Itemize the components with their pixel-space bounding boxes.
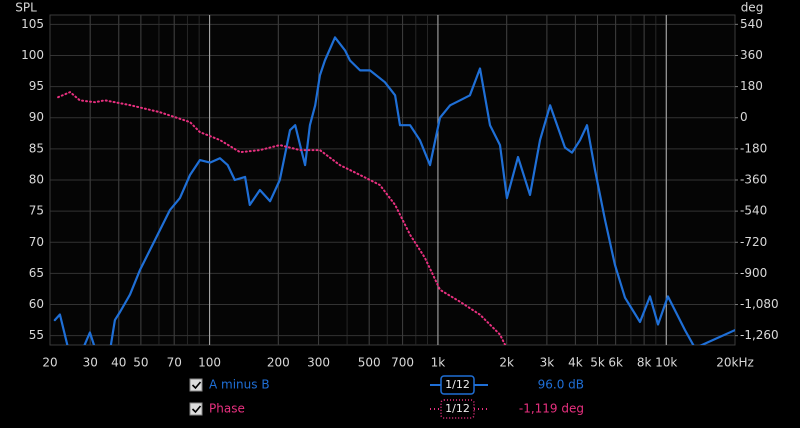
smoothing-label: 1/12 <box>445 402 470 415</box>
checkbox[interactable] <box>189 402 203 416</box>
x-tick-label: 50 <box>133 356 148 370</box>
x-tick-label: 4k <box>568 356 583 370</box>
y-tick-label: 60 <box>29 297 44 311</box>
y2-tick-label: -180 <box>740 141 767 155</box>
y2-axis-label: deg <box>741 1 764 15</box>
x-tick-label: 10k <box>655 356 677 370</box>
y2-tick-label: -900 <box>740 266 767 280</box>
x-tick-label: 700 <box>391 356 414 370</box>
curves <box>53 36 735 345</box>
x-tick-label: 100 <box>198 356 221 370</box>
x-tick-label: 20kHz <box>716 356 754 370</box>
y-tick-label: 85 <box>29 141 44 155</box>
y-tick-label: 55 <box>29 328 44 342</box>
x-tick-label: 300 <box>307 356 330 370</box>
x-tick-label: 3k <box>540 356 555 370</box>
y2-tick-label: 540 <box>740 17 763 31</box>
x-tick-label: 20 <box>42 356 57 370</box>
y2-tick-label: 180 <box>740 79 763 93</box>
x-tick-label: 8k <box>637 356 652 370</box>
y2-tick-label: 0 <box>740 110 748 124</box>
y-tick-label: 70 <box>29 235 44 249</box>
series-line <box>53 36 735 345</box>
grid <box>49 14 736 346</box>
y2-tick-label: 360 <box>740 48 763 62</box>
y-tick-label: 80 <box>29 173 44 187</box>
x-tick-label: 30 <box>83 356 98 370</box>
y2-tick-label: -540 <box>740 204 767 218</box>
checkmark <box>191 405 202 414</box>
y2-tick-label: -360 <box>740 173 767 187</box>
checkmark <box>191 381 202 390</box>
x-tick-label: 2k <box>499 356 514 370</box>
readout: -1,119 deg <box>519 402 584 416</box>
smoothing-label: 1/12 <box>445 378 470 391</box>
y-tick-label: 75 <box>29 204 44 218</box>
x-tick-label: 200 <box>267 356 290 370</box>
legend-label: Phase <box>209 402 245 416</box>
x-tick-label: 70 <box>167 356 182 370</box>
x-tick-label: 5k <box>590 356 605 370</box>
checkbox[interactable] <box>189 378 203 392</box>
smoothing-box[interactable] <box>440 375 475 395</box>
series-line <box>57 91 506 345</box>
legend: A minus B 1/12 96.0 dB Phase 1/12 -1,119 deg <box>189 375 584 419</box>
y-axis-label: SPL <box>15 1 37 15</box>
y2-tick-label: -1,080 <box>740 297 779 311</box>
x-tick-label: 1k <box>431 356 446 370</box>
y-tick-label: 90 <box>29 110 44 124</box>
legend-label: A minus B <box>209 378 270 392</box>
readout: 96.0 dB <box>538 378 584 392</box>
y-tick-label: 105 <box>21 17 44 31</box>
x-tick-label: 6k <box>608 356 623 370</box>
y2-tick-label: -720 <box>740 235 767 249</box>
smoothing-box[interactable] <box>440 399 475 419</box>
y-tick-label: 65 <box>29 266 44 280</box>
x-tick-label: 40 <box>111 356 126 370</box>
y-tick-label: 95 <box>29 79 44 93</box>
y-tick-label: 100 <box>21 48 44 62</box>
x-tick-label: 500 <box>358 356 381 370</box>
y2-tick-label: -1,260 <box>740 328 779 342</box>
